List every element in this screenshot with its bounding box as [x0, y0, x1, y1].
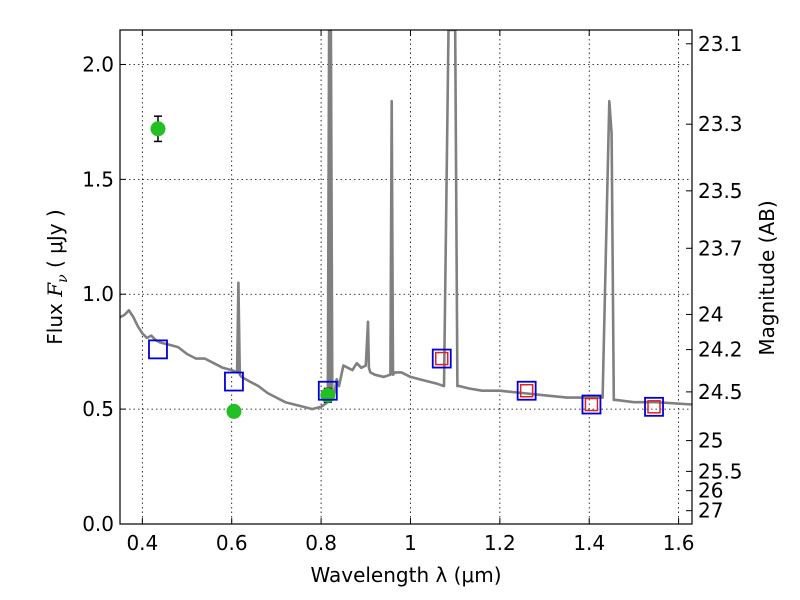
- magnitude-tick-label: 27: [698, 499, 723, 523]
- x-tick-label: 1.6: [663, 531, 695, 555]
- magnitude-tick-label: 23.3: [698, 112, 743, 136]
- blue-square-marker: [431, 348, 452, 369]
- y-tick-label: 2.0: [82, 52, 114, 76]
- y-axis-title: Flux Fν ( μJy ): [43, 209, 71, 344]
- magnitude-tick-label: 26: [698, 479, 723, 503]
- blue-square-marker: [644, 396, 664, 417]
- grid: [120, 30, 692, 524]
- model-sed-line: [120, 30, 692, 411]
- observed-point: [226, 403, 242, 419]
- blue-square-marker: [148, 339, 168, 360]
- y-axis-ticks: 0.0 0.5 1.0 1.5 2.0: [82, 52, 126, 536]
- blue-square-marker: [317, 380, 338, 401]
- x-tick-label: 1.4: [573, 531, 605, 555]
- blue-square-marker: [581, 394, 602, 415]
- x-tick-label: 0.8: [305, 531, 337, 555]
- magnitude-tick-label: 24.2: [698, 338, 743, 362]
- plot-area: [120, 30, 692, 419]
- magnitude-tick-label: 23.1: [698, 32, 743, 56]
- magnitude-tick-label: 24: [698, 302, 723, 326]
- red-square-marker: [647, 400, 661, 414]
- x-tick-label: 1.2: [484, 531, 516, 555]
- magnitude-tick-label: 25.5: [698, 459, 743, 483]
- magnitude-tick-label: 25: [698, 429, 723, 453]
- y-tick-label: 0.5: [82, 397, 114, 421]
- observed-point: [320, 387, 336, 403]
- y-tick-label: 1.0: [82, 282, 114, 306]
- magnitude-tick-label: 23.5: [698, 179, 743, 203]
- magnitude-axis-title: Magnitude (AB): [755, 200, 779, 355]
- y-tick-label: 1.5: [82, 167, 114, 191]
- x-tick-label: 1: [404, 531, 417, 555]
- y-tick-label: 0.0: [82, 512, 114, 536]
- x-axis-title: Wavelength λ (μm): [310, 563, 501, 587]
- magnitude-tick-label: 24.5: [698, 380, 743, 404]
- red-square-marker: [519, 383, 534, 398]
- blue-square-marker: [224, 371, 244, 392]
- x-tick-label: 0.4: [126, 531, 158, 555]
- x-axis-ticks: 0.4 0.6 0.8 1 1.2 1.4 1.6: [126, 30, 695, 555]
- red-square-marker: [584, 397, 599, 412]
- x-tick-label: 0.6: [216, 531, 248, 555]
- magnitude-tick-label: 23.7: [698, 236, 743, 260]
- plot-frame: [119, 29, 693, 525]
- red-square-marker: [435, 351, 449, 366]
- observed-point: [150, 121, 166, 137]
- blue-square-marker: [516, 380, 537, 401]
